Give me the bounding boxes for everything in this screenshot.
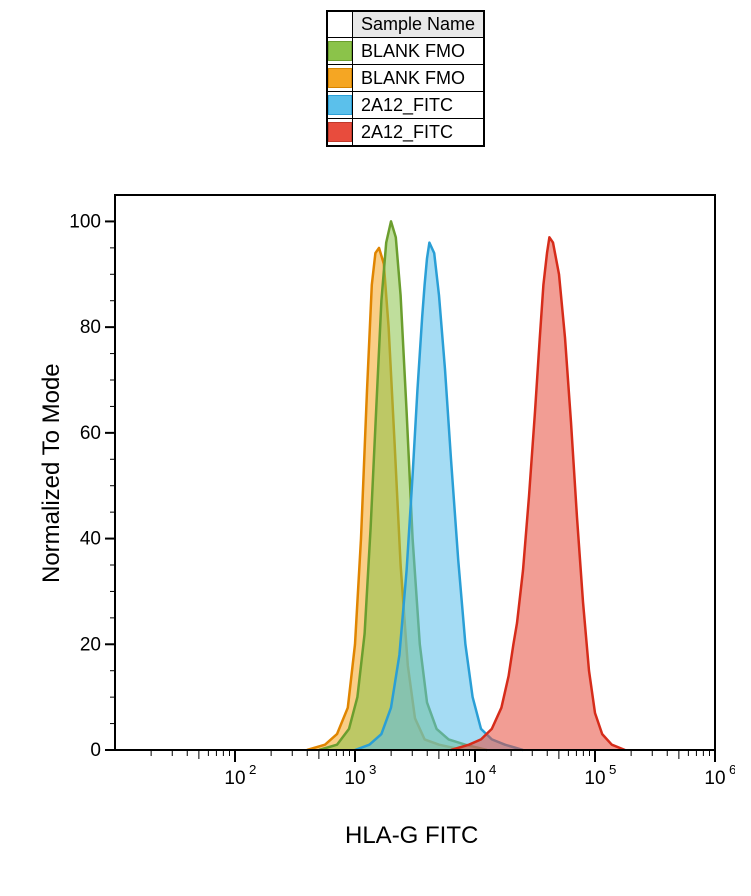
svg-text:6: 6 (729, 762, 735, 777)
svg-text:3: 3 (369, 762, 376, 777)
legend-header: Sample Name (353, 11, 485, 38)
svg-text:5: 5 (609, 762, 616, 777)
legend-swatch (328, 122, 352, 142)
svg-text:0: 0 (90, 740, 101, 761)
svg-text:40: 40 (80, 529, 101, 550)
legend-header-swatch (327, 11, 353, 38)
svg-text:10: 10 (344, 768, 365, 789)
svg-text:4: 4 (489, 762, 496, 777)
histogram-plot: 0 20 40 60 80 100 10 2 10 3 10 4 10 5 10 6 (55, 185, 735, 810)
svg-text:10: 10 (704, 768, 725, 789)
x-axis-label: HLA-G FITC (345, 822, 478, 850)
legend-label: BLANK FMO (353, 65, 485, 92)
legend-swatch (328, 41, 352, 61)
legend-swatch (328, 95, 352, 115)
legend-label: BLANK FMO (353, 38, 485, 65)
svg-text:2: 2 (249, 762, 256, 777)
legend-swatch (328, 68, 352, 88)
svg-text:10: 10 (584, 768, 605, 789)
legend-label: 2A12_FITC (353, 119, 485, 147)
svg-text:60: 60 (80, 423, 101, 444)
legend-label: 2A12_FITC (353, 92, 485, 119)
svg-text:10: 10 (224, 768, 245, 789)
svg-text:20: 20 (80, 634, 101, 655)
svg-text:10: 10 (464, 768, 485, 789)
legend-table: Sample Name BLANK FMOBLANK FMO2A12_FITC2… (326, 10, 485, 147)
svg-text:80: 80 (80, 317, 101, 338)
svg-text:100: 100 (69, 211, 101, 232)
